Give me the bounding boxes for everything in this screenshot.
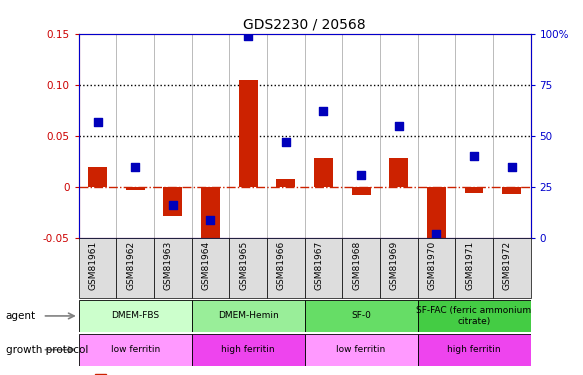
Point	[168, 202, 177, 208]
Point	[206, 217, 215, 223]
Text: SF-FAC (ferric ammonium
citrate): SF-FAC (ferric ammonium citrate)	[416, 306, 532, 326]
Bar	[304, 238, 342, 298]
Bar	[342, 238, 380, 298]
Bar	[192, 238, 229, 298]
Title: GDS2230 / 20568: GDS2230 / 20568	[243, 17, 366, 31]
Bar	[380, 238, 417, 298]
Bar	[201, 187, 220, 254]
Bar	[417, 334, 531, 366]
Text: GSM81969: GSM81969	[390, 241, 399, 290]
Bar	[79, 238, 117, 298]
Point	[507, 164, 517, 170]
Bar	[465, 187, 483, 193]
Bar	[88, 166, 107, 187]
Point	[432, 231, 441, 237]
Bar	[79, 334, 192, 366]
Bar	[117, 238, 154, 298]
Point	[93, 118, 102, 124]
Point	[131, 164, 140, 170]
Text: GSM81970: GSM81970	[427, 241, 437, 290]
Point	[469, 153, 479, 159]
Bar	[276, 179, 295, 187]
Bar	[389, 158, 408, 187]
Bar	[352, 187, 371, 195]
Bar	[455, 238, 493, 298]
Bar	[126, 187, 145, 190]
Text: low ferritin: low ferritin	[336, 345, 386, 354]
Text: GSM81966: GSM81966	[277, 241, 286, 290]
Bar	[94, 374, 107, 375]
Bar	[417, 300, 531, 332]
Text: GSM81965: GSM81965	[239, 241, 248, 290]
Text: agent: agent	[6, 311, 36, 321]
Text: GSM81961: GSM81961	[89, 241, 97, 290]
Bar	[163, 187, 182, 216]
Point	[281, 139, 290, 145]
Text: GSM81962: GSM81962	[126, 241, 135, 290]
Bar	[427, 187, 446, 256]
Text: DMEM-Hemin: DMEM-Hemin	[218, 311, 279, 320]
Text: GSM81968: GSM81968	[352, 241, 361, 290]
Bar	[79, 300, 192, 332]
Text: high ferritin: high ferritin	[447, 345, 501, 354]
Bar	[229, 238, 267, 298]
Text: GSM81964: GSM81964	[202, 241, 210, 290]
Text: SF-0: SF-0	[351, 311, 371, 320]
Text: GSM81967: GSM81967	[314, 241, 324, 290]
Text: GSM81972: GSM81972	[503, 241, 512, 290]
Text: DMEM-FBS: DMEM-FBS	[111, 311, 159, 320]
Bar	[304, 300, 417, 332]
Text: GSM81971: GSM81971	[465, 241, 474, 290]
Bar	[154, 238, 192, 298]
Text: high ferritin: high ferritin	[222, 345, 275, 354]
Bar	[192, 334, 304, 366]
Bar	[314, 158, 333, 187]
Bar	[267, 238, 304, 298]
Point	[244, 33, 253, 39]
Bar	[238, 80, 258, 187]
Bar	[192, 300, 304, 332]
Bar	[304, 334, 417, 366]
Text: GSM81963: GSM81963	[164, 241, 173, 290]
Bar	[503, 187, 521, 194]
Point	[394, 123, 403, 129]
Text: low ferritin: low ferritin	[111, 345, 160, 354]
Point	[319, 108, 328, 114]
Bar	[417, 238, 455, 298]
Text: growth protocol: growth protocol	[6, 345, 88, 355]
Point	[356, 172, 366, 178]
Bar	[493, 238, 531, 298]
